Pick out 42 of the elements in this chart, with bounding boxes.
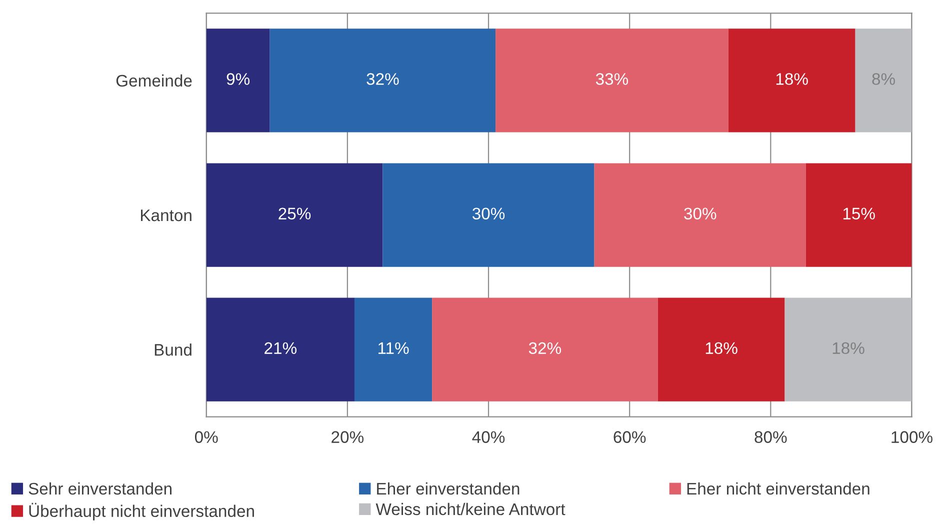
data-label: 21% — [264, 342, 297, 354]
legend-label: Weiss nicht/keine Antwort — [376, 502, 566, 516]
data-label: 33% — [596, 73, 628, 85]
data-label: 25% — [278, 208, 311, 220]
x-tick-label: 0% — [194, 431, 218, 443]
data-label: 18% — [706, 342, 738, 354]
bar — [432, 298, 658, 402]
data-label: 18% — [776, 73, 808, 85]
bar — [784, 298, 912, 402]
bar — [206, 28, 270, 132]
data-label: 11% — [378, 342, 409, 354]
bar — [496, 28, 728, 132]
data-label: 15% — [843, 208, 875, 220]
legend-label: Überhaupt nicht einverstanden — [29, 502, 254, 520]
data-label: 32% — [528, 342, 562, 354]
legend-label: Sehr einverstanden — [28, 482, 172, 495]
y-tick-label: Gemeinde — [116, 74, 192, 87]
data-label: 9% — [226, 73, 250, 85]
bar — [354, 298, 432, 402]
bar — [806, 163, 912, 267]
bar — [206, 298, 354, 402]
legend-label: Eher einverstanden — [377, 482, 520, 495]
bar — [594, 163, 806, 267]
x-tick-label: 100% — [892, 431, 932, 443]
data-label: 30% — [684, 208, 716, 220]
bar — [855, 28, 912, 132]
legend-label: Eher nicht einverstanden — [687, 482, 870, 495]
data-label: 32% — [366, 73, 399, 85]
x-tick-label: 20% — [332, 431, 364, 443]
x-tick-label: 40% — [472, 431, 505, 443]
y-tick-label: Kanton — [141, 210, 192, 222]
bar — [206, 163, 383, 267]
x-tick-label: 80% — [754, 431, 787, 443]
data-label: 30% — [472, 208, 505, 220]
bar — [658, 298, 785, 402]
y-tick-label: Bund — [154, 344, 192, 356]
data-label: 8% — [872, 73, 895, 85]
bar — [728, 28, 856, 132]
bar — [270, 28, 496, 132]
data-label: 18% — [832, 342, 864, 354]
x-tick-label: 60% — [614, 431, 646, 443]
bar — [382, 163, 594, 267]
